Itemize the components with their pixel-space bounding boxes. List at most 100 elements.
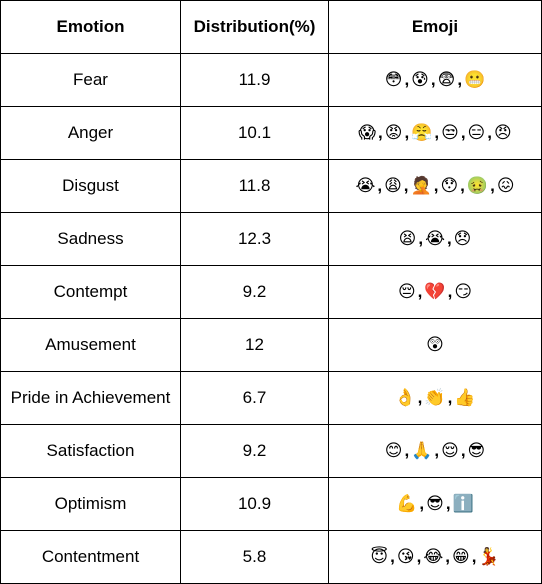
emoji-separator: , [447,388,453,408]
emoji-icon: 😔 [397,282,416,303]
distribution-cell: 10.9 [180,477,329,531]
emoji-separator: , [419,494,425,514]
table-row: Satisfaction 9.2 😊, 🙏, 😌, 😎 [0,424,542,478]
emoji-cell: 😔, 💔, 😏 [328,265,542,319]
emoji-cell: 😫, 😭, 😞 [328,212,542,266]
table-row: Anger 10.1 😱, 😡, 😤, 😒, 😑, 😠 [0,106,542,160]
emoji-icon: 😇 [370,547,389,568]
emoji-icon: 😁 [451,547,470,568]
emoji-icon: 😏 [454,282,473,303]
emoji-cell: 😊, 🙏, 😌, 😎 [328,424,542,478]
emoji-separator: , [417,388,423,408]
emoji-icon: 😭 [355,176,376,197]
emoji-separator: , [445,494,451,514]
emoji-separator: , [404,441,410,461]
distribution-cell: 12.3 [180,212,329,266]
emoji-cell: 😳, 😰, 😨, 😬 [328,53,542,107]
table-row: Fear 11.9 😳, 😰, 😨, 😬 [0,53,542,107]
emotion-cell: Contentment [0,530,181,584]
emoji-cell: 😱, 😡, 😤, 😒, 😑, 😠 [328,106,542,160]
emoji-icon: 😡 [384,123,403,144]
emoji-separator: , [434,441,440,461]
emoji-icon: 😞 [453,229,472,250]
emoji-icon: 😭 [425,229,445,250]
emoji-separator: , [416,547,422,567]
emoji-separator: , [487,123,493,143]
emoji-icon: 💃 [478,547,500,568]
emoji-icon: ℹ️ [452,494,474,515]
emotion-cell: Pride in Achievement [0,371,181,425]
emoji-icon: 💪 [396,494,418,515]
emoji-icon: 😳 [384,70,403,91]
table-header-row: Emotion Distribution(%) Emoji [0,0,542,54]
emoji-separator: , [460,441,466,461]
emoji-separator: , [390,547,395,567]
table-row: Sadness 12.3 😫, 😭, 😞 [0,212,542,266]
emoji-separator: , [418,229,424,249]
emoji-separator: , [377,176,383,196]
emoji-icon: 😊 [384,441,403,462]
distribution-cell: 12 [180,318,329,372]
emoji-icon: 👏 [424,388,446,409]
emotion-cell: Optimism [0,477,181,531]
emoji-separator: , [403,176,409,196]
header-emoji: Emoji [328,0,542,54]
distribution-cell: 11.8 [180,159,329,213]
distribution-cell: 9.2 [180,424,329,478]
emoji-icon: 😤 [411,123,433,144]
emoji-icon: 😩 [384,176,402,197]
emoji-separator: , [446,229,452,249]
emoji-separator: , [471,547,477,567]
emoji-icon: 👌 [394,388,416,409]
emoji-icon: 😒 [441,123,459,144]
emoji-icon: 👍 [454,388,476,409]
table-body: Fear 11.9 😳, 😰, 😨, 😬 Anger 10.1 😱, 😡, 😤, 😒, 😑, 😠 Disgu… [0,53,542,584]
emoji-cell: 💪, 😎, ℹ️ [328,477,542,531]
emotion-cell: Sadness [0,212,181,266]
emoji-icon: 😬 [464,70,486,91]
emoji-icon: 😌 [441,441,459,462]
emoji-icon: 😂 [423,547,444,568]
table-row: Amusement 12 😲 [0,318,542,372]
distribution-cell: 11.9 [180,53,329,107]
emoji-separator: , [404,70,410,90]
emoji-separator: , [460,123,466,143]
emoji-separator: , [377,123,383,143]
emoji-cell: 😲 [328,318,542,372]
emoji-icon: 💔 [424,282,446,303]
table-row: Contempt 9.2 😔, 💔, 😏 [0,265,542,319]
emotion-cell: Fear [0,53,181,107]
emoji-icon: 😖 [496,176,515,197]
header-emotion: Emotion [0,0,181,54]
emoji-icon: 😯 [440,176,459,197]
emoji-separator: , [417,282,423,302]
emoji-icon: 🙏 [411,441,433,462]
emoji-separator: , [404,123,410,143]
table-row: Optimism 10.9 💪, 😎, ℹ️ [0,477,542,531]
emoji-icon: 😱 [358,123,376,144]
emoji-cell: 😇, 😘, 😂, 😁, 💃 [328,530,542,584]
distribution-cell: 5.8 [180,530,329,584]
table-row: Disgust 11.8 😭, 😩, 🤦, 😯, 🤢, 😖 [0,159,542,213]
emoji-cell: 👌, 👏, 👍 [328,371,542,425]
table-row: Contentment 5.8 😇, 😘, 😂, 😁, 💃 [0,530,542,584]
emoji-separator: , [460,176,465,196]
emoji-icon: 😘 [396,547,415,568]
emotion-cell: Anger [0,106,181,160]
emoji-icon: 😫 [398,229,417,250]
emoji-separator: , [434,123,440,143]
table-row: Pride in Achievement 6.7 👌, 👏, 👍 [0,371,542,425]
emoji-icon: 😎 [467,441,486,462]
emoji-icon: 😠 [494,123,512,144]
emoji-separator: , [433,176,439,196]
emoji-cell: 😭, 😩, 🤦, 😯, 🤢, 😖 [328,159,542,213]
emoji-separator: , [445,547,450,567]
emoji-icon: 😑 [467,123,486,144]
emoji-separator: , [490,176,495,196]
emoji-icon: 😨 [437,70,456,91]
emoji-icon: 😲 [426,335,444,356]
emoji-separator: , [457,70,463,90]
emotion-cell: Satisfaction [0,424,181,478]
header-distribution: Distribution(%) [180,0,329,54]
